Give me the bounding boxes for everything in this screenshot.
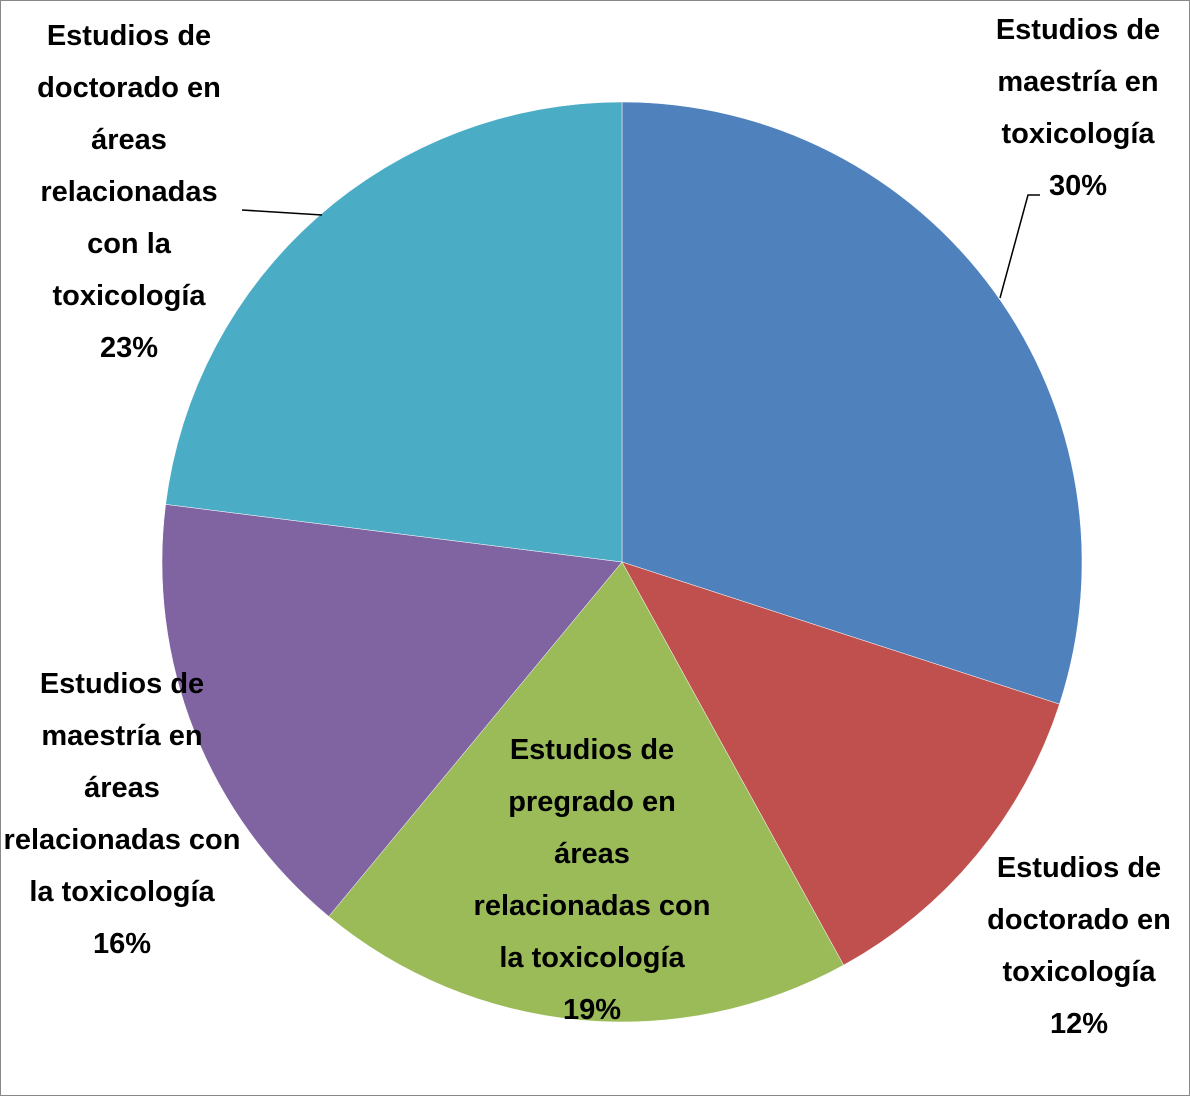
pie-slice bbox=[621, 101, 1083, 705]
value-label: 19% bbox=[562, 994, 622, 1026]
leader-line bbox=[241, 209, 323, 216]
value-label: 23% bbox=[99, 332, 159, 364]
slice-label: Estudios de doctorado en toxicología 12% bbox=[985, 842, 1173, 1050]
leader-line bbox=[999, 194, 1040, 299]
slice-label-box: Estudios de maestría en áreas relacionad… bbox=[0, 658, 244, 970]
value-label: 16% bbox=[92, 928, 152, 960]
pie-slice bbox=[621, 561, 1060, 966]
category-label: Estudios de pregrado en áreas relacionad… bbox=[473, 734, 711, 974]
slice-label: Estudios de pregrado en áreas relacionad… bbox=[472, 724, 712, 1036]
slice-label: Estudios de maestría en áreas relacionad… bbox=[0, 658, 244, 970]
category-label: Estudios de doctorado en áreas relaciona… bbox=[37, 20, 221, 312]
slice-label: Estudios de doctorado en áreas relaciona… bbox=[18, 10, 240, 374]
slice-label-box: Estudios de doctorado en áreas relaciona… bbox=[18, 10, 240, 374]
slice-label-box: Estudios de pregrado en áreas relacionad… bbox=[472, 724, 712, 1036]
category-label: Estudios de doctorado en toxicología bbox=[987, 852, 1171, 988]
value-label: 12% bbox=[1049, 1008, 1109, 1040]
slice-label-box: Estudios de doctorado en toxicología 12% bbox=[985, 842, 1173, 1050]
pie-slice bbox=[165, 101, 623, 563]
slices bbox=[161, 101, 1083, 1023]
slice-label-box: Estudios de maestría en toxicología 30% bbox=[968, 4, 1188, 212]
pie-slice bbox=[161, 504, 623, 917]
slice-label: Estudios de maestría en toxicología 30% bbox=[968, 4, 1188, 212]
value-label: 30% bbox=[1048, 170, 1108, 202]
category-label: Estudios de maestría en toxicología bbox=[995, 14, 1161, 150]
labels: Estudios de maestría en toxicología30%Es… bbox=[0, 4, 1188, 1050]
category-label: Estudios de maestría en áreas relacionad… bbox=[3, 668, 241, 908]
pie-slice bbox=[328, 561, 844, 1023]
